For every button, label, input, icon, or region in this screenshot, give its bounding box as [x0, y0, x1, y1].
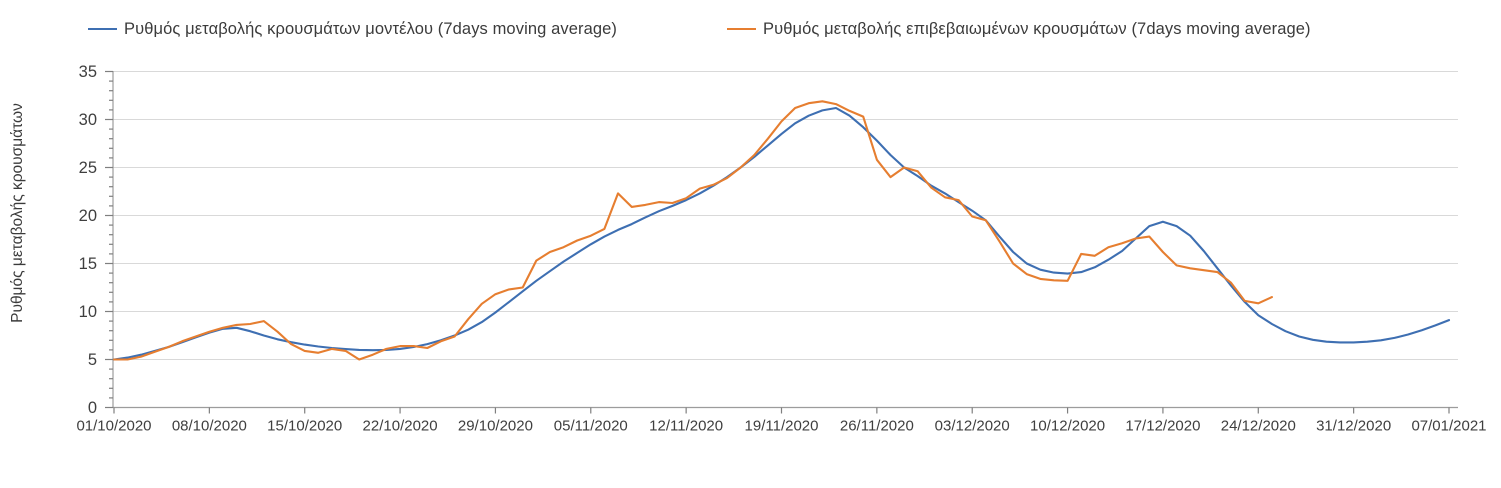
y-tick-label: 0	[88, 399, 97, 417]
x-tick-label: 22/10/2020	[363, 418, 438, 435]
confirmed-series-line	[112, 100, 1273, 361]
x-tick-label: 03/12/2020	[935, 418, 1010, 435]
legend-item-confirmed: Ρυθμός μεταβολής επιβεβαιωμένων κρουσμάτ…	[727, 18, 1311, 40]
legend-item-model: Ρυθμός μεταβολής κρουσμάτων μοντέλου (7d…	[88, 18, 617, 40]
x-tick-label: 19/11/2020	[745, 418, 819, 435]
model-series-line	[112, 106, 1451, 361]
x-tick-label: 08/10/2020	[172, 418, 247, 435]
y-tick-label: 15	[79, 255, 97, 273]
x-tick-label: 12/11/2020	[649, 418, 723, 435]
y-tick-label: 10	[79, 303, 97, 321]
x-tick-label: 31/12/2020	[1316, 418, 1391, 435]
x-tick-label: 10/12/2020	[1030, 418, 1105, 435]
x-tick-label: 26/11/2020	[840, 418, 914, 435]
x-tick-label: 24/12/2020	[1221, 418, 1296, 435]
x-tick-label: 15/10/2020	[267, 418, 342, 435]
y-tick-label: 20	[79, 207, 97, 225]
x-tick-label: 17/12/2020	[1125, 418, 1200, 435]
y-tick-label: 25	[79, 159, 97, 177]
x-tick-label: 01/10/2020	[76, 418, 151, 435]
confirmed-series-swatch	[727, 28, 756, 30]
x-tick-label: 05/11/2020	[554, 418, 628, 435]
y-tick-label: 5	[88, 351, 97, 369]
y-tick-label: 35	[79, 63, 97, 81]
y-tick-label: 30	[79, 111, 97, 129]
model-series-swatch	[88, 28, 117, 30]
legend-label-confirmed: Ρυθμός μεταβολής επιβεβαιωμένων κρουσμάτ…	[763, 19, 1311, 38]
legend-label-model: Ρυθμός μεταβολής κρουσμάτων μοντέλου (7d…	[124, 19, 617, 38]
x-tick-label: 29/10/2020	[458, 418, 533, 435]
x-tick-label: 07/01/2021	[1411, 418, 1486, 435]
